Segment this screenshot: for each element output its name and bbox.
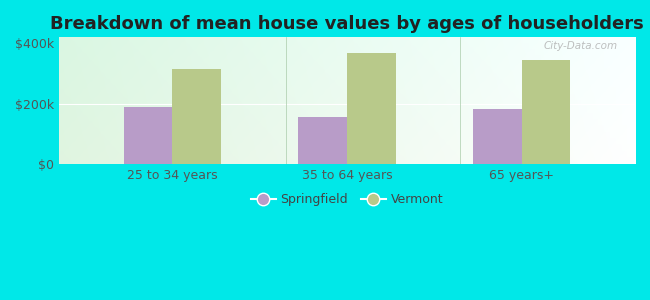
Bar <box>473 109 521 164</box>
Bar <box>298 117 347 164</box>
Bar <box>172 69 221 164</box>
Legend: Springfield, Vermont: Springfield, Vermont <box>246 188 448 211</box>
Title: Breakdown of mean house values by ages of householders: Breakdown of mean house values by ages o… <box>50 15 644 33</box>
Bar <box>347 53 396 164</box>
Bar <box>124 107 172 164</box>
Text: City-Data.com: City-Data.com <box>543 41 618 51</box>
Bar <box>521 60 571 164</box>
